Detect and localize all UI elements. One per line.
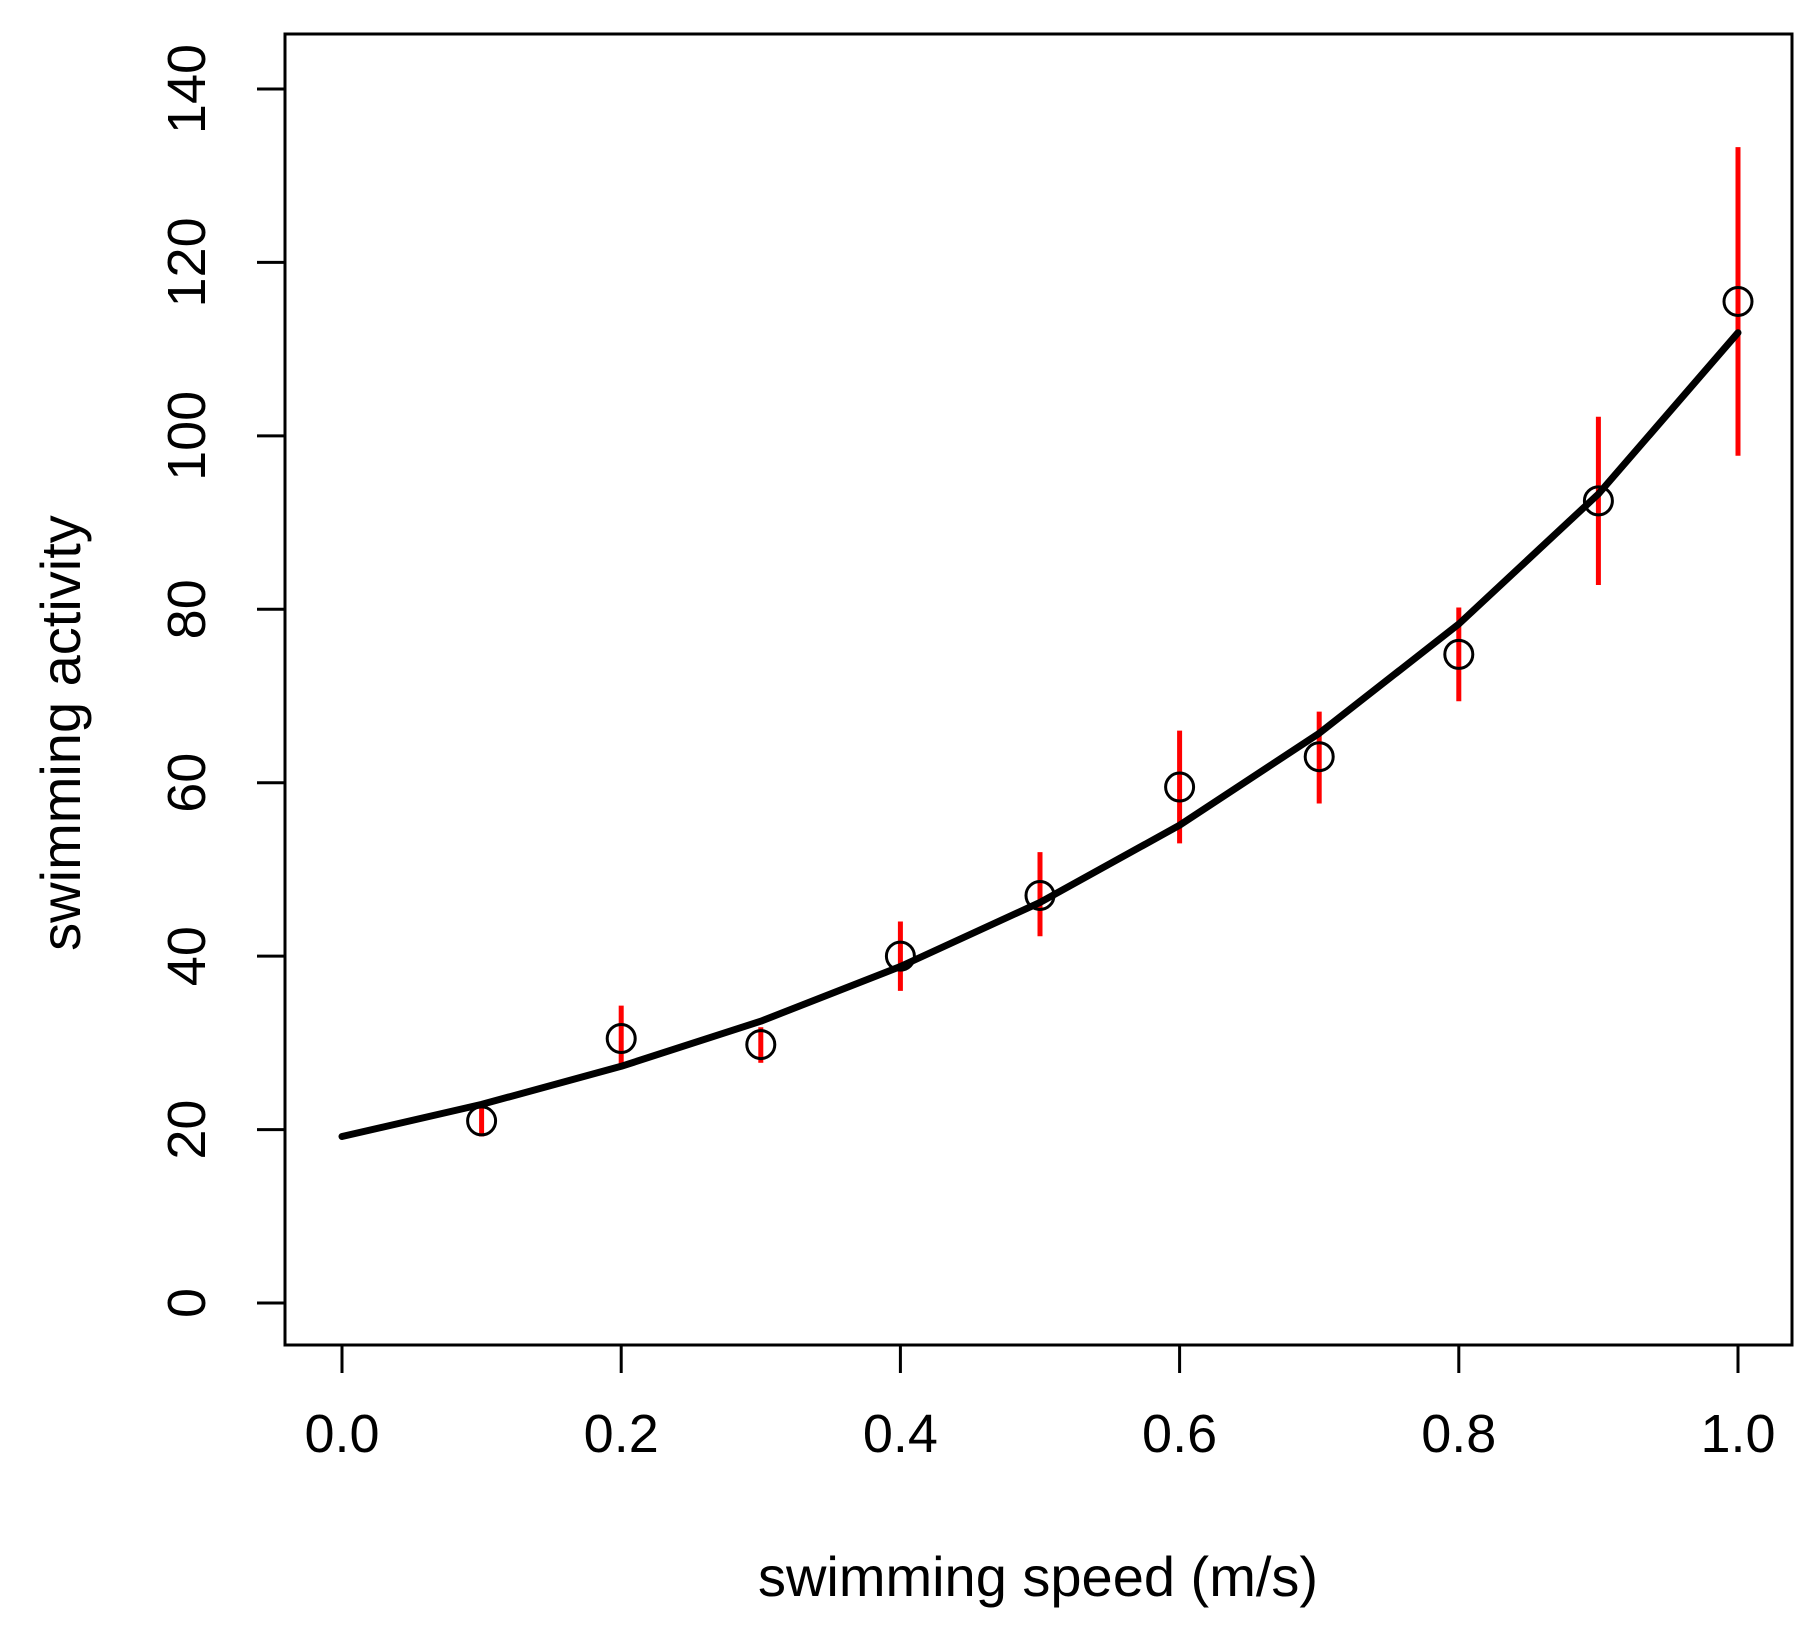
data-point [1303, 741, 1335, 773]
x-tick-label: 0.2 [584, 1404, 659, 1464]
fitted-curve-layer [338, 329, 1742, 1140]
data-point [1024, 879, 1056, 911]
data-point [1582, 485, 1614, 517]
y-tick-label: 140 [157, 44, 217, 134]
y-axis: 0 20 40 60 80 100 120 140 [157, 44, 287, 1318]
x-tick-label: 0.4 [863, 1404, 938, 1464]
data-point [745, 1029, 777, 1061]
x-tick-label: 1.0 [1700, 1404, 1775, 1464]
x-tick-label: 0.0 [304, 1404, 379, 1464]
data-points [466, 285, 1754, 1137]
data-point [466, 1105, 498, 1137]
error-bars [479, 147, 1741, 1137]
data-point [1722, 285, 1754, 317]
y-axis-title: swimming activity [29, 515, 92, 951]
plot-frame [283, 32, 1794, 1347]
y-tick-label: 20 [157, 1100, 217, 1160]
y-tick-label: 100 [157, 391, 217, 481]
data-point [884, 940, 916, 972]
x-axis: 0.0 0.2 0.4 0.6 0.8 1.0 [304, 1343, 1776, 1464]
y-tick-label: 40 [157, 926, 217, 986]
fitted-curve [338, 329, 1742, 1140]
y-tick-label: 60 [157, 753, 217, 813]
y-tick-label: 0 [157, 1288, 217, 1318]
y-tick-label: 120 [157, 217, 217, 307]
y-tick-label: 80 [157, 579, 217, 639]
x-tick-label: 0.8 [1421, 1404, 1496, 1464]
data-point [1164, 771, 1196, 803]
data-point [1443, 638, 1475, 670]
x-axis-title: swimming speed (m/s) [758, 1545, 1318, 1608]
x-tick-label: 0.6 [1142, 1404, 1217, 1464]
data-point [605, 1023, 637, 1055]
